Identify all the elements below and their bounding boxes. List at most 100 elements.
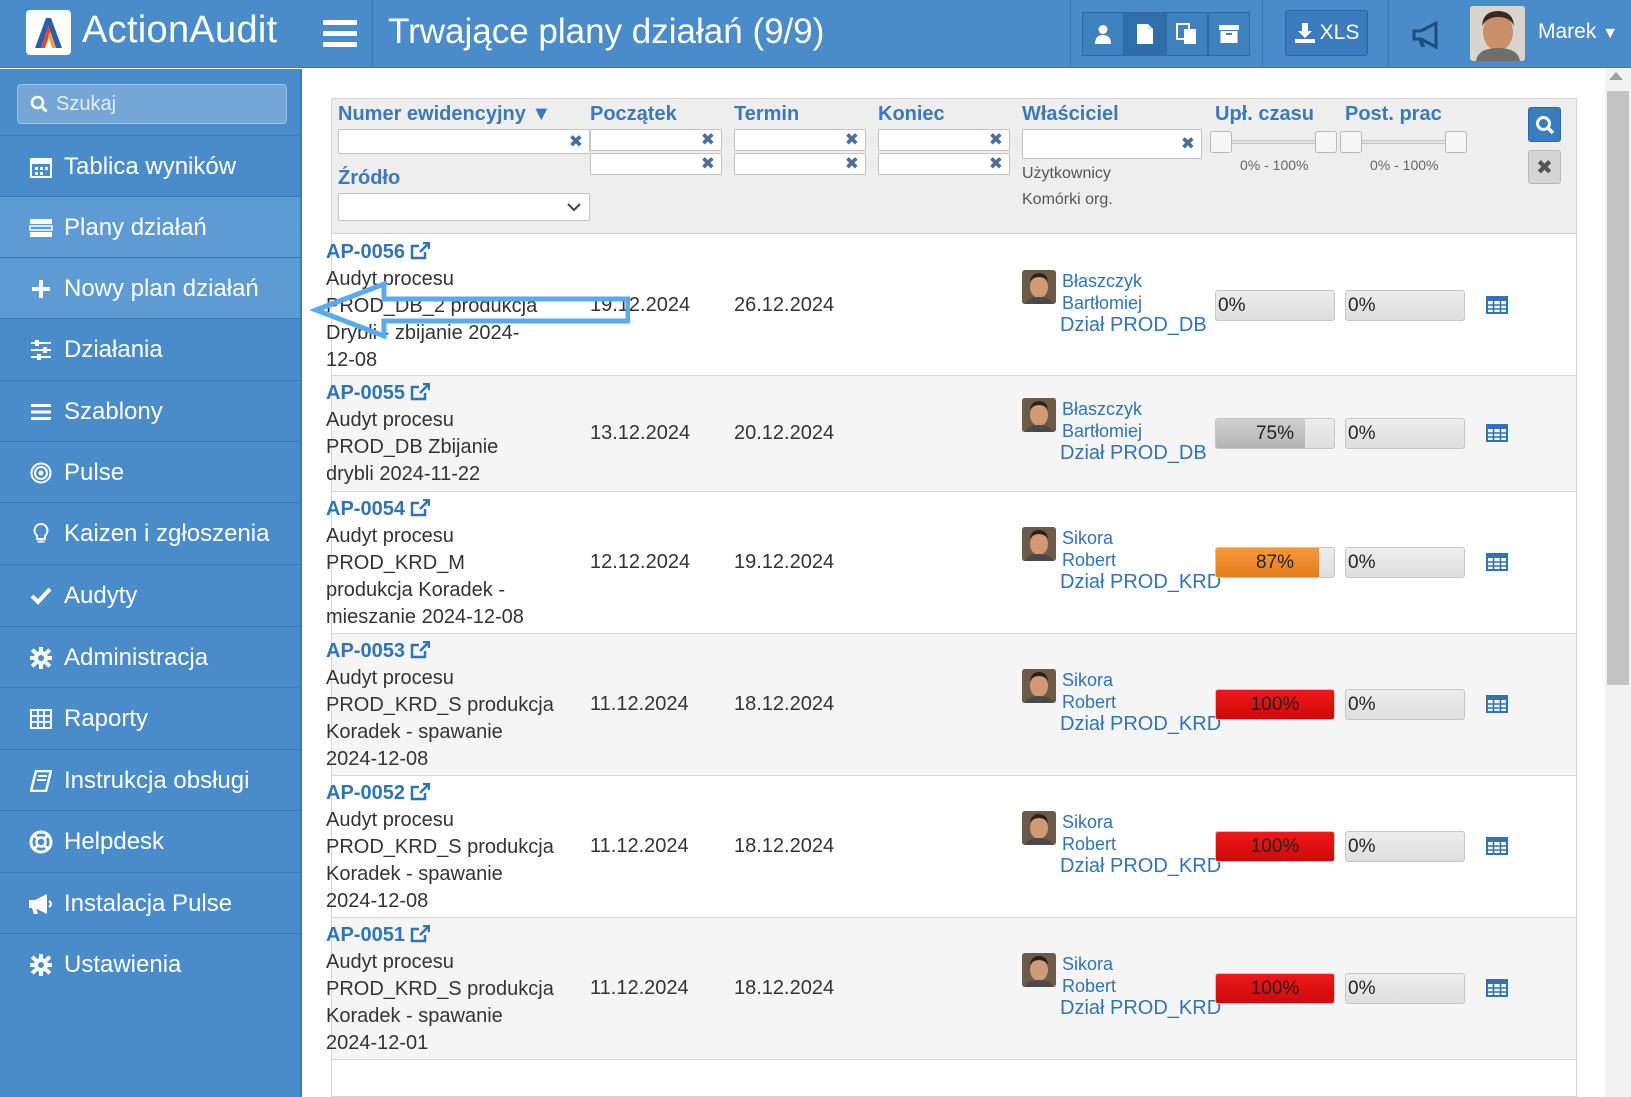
archive-view-button[interactable] [1208,12,1250,56]
sidebar-item-działania[interactable]: Działania [0,318,300,380]
plan-id-link[interactable]: AP-0055 [326,380,586,407]
plan-id-link[interactable]: AP-0051 [326,922,586,949]
owner-firstname[interactable]: Bartłomiej [1062,421,1143,441]
owner-surname[interactable]: Błaszczyk [1062,271,1143,291]
plan-id[interactable]: AP-0053 [326,640,405,662]
user-filter-button[interactable] [1082,12,1124,56]
table-row[interactable]: AP-0052 Audyt procesu PROD_KRD_S produkcja… [326,776,1576,918]
table-row[interactable]: AP-0051 Audyt procesu PROD_KRD_S produkcja… [326,918,1576,1060]
copy-view-button[interactable] [1166,12,1208,56]
user-avatar[interactable] [1470,6,1525,61]
elapsed-range-slider[interactable] [1210,131,1337,153]
sidebar-item-nowy-plan-działań[interactable]: Nowy plan działań [0,257,300,319]
department-link[interactable]: Dział PROD_KRD [1060,855,1222,877]
table-icon[interactable] [1486,553,1508,571]
owner-surname[interactable]: Sikora [1062,528,1114,548]
filter-owner-input[interactable]: ✖ [1022,129,1202,159]
plan-id-link[interactable]: AP-0056 [326,239,586,266]
apply-filters-button[interactable] [1528,107,1561,142]
sidebar-item-helpdesk[interactable]: Helpdesk [0,810,300,872]
table-icon[interactable] [1486,837,1508,855]
export-xls-button[interactable]: XLS [1285,10,1368,56]
filter-source-select[interactable] [338,193,590,221]
column-header-end[interactable]: Koniec [878,103,945,125]
owner-filter-users-option[interactable]: Użytkownicy [1022,165,1111,182]
plan-id-link[interactable]: AP-0053 [326,638,586,665]
filter-term-to[interactable]: ✖ [734,153,866,175]
table-row[interactable]: AP-0055 Audyt procesu PROD_DB Zbijanie dryb… [326,376,1576,492]
filter-end-from[interactable]: ✖ [878,129,1010,151]
plan-id[interactable]: AP-0052 [326,782,405,804]
clear-filter-icon[interactable]: ✖ [844,130,859,150]
department-link[interactable]: Dział PROD_KRD [1060,571,1222,593]
plan-id[interactable]: AP-0056 [326,241,405,263]
sidebar-item-ustawienia[interactable]: Ustawienia [0,933,300,995]
plan-id-link[interactable]: AP-0054 [326,496,586,523]
external-link-icon[interactable] [410,499,430,517]
clear-filter-icon[interactable]: ✖ [700,154,715,174]
sidebar-search-input[interactable]: Szukaj [17,84,287,124]
progress-range-slider[interactable] [1340,131,1467,153]
menu-toggle-icon[interactable] [323,20,357,47]
owner-firstname[interactable]: Robert [1062,550,1117,570]
owner-surname[interactable]: Błaszczyk [1062,399,1143,419]
sidebar-item-tablica-wyników[interactable]: Tablica wyników [0,135,300,197]
scrollbar-thumb[interactable] [1607,91,1629,685]
announcements-button[interactable] [1410,18,1446,52]
owner-surname[interactable]: Sikora [1062,954,1114,974]
table-icon[interactable] [1486,424,1508,442]
owner-firstname[interactable]: Robert [1062,834,1117,854]
column-header-start[interactable]: Początek [590,103,677,125]
clear-filter-icon[interactable]: ✖ [700,130,715,150]
sidebar-item-raporty[interactable]: Raporty [0,687,300,749]
clear-filter-icon[interactable]: ✖ [1180,134,1195,154]
plan-id-link[interactable]: AP-0052 [326,780,586,807]
clear-filter-icon[interactable]: ✖ [988,154,1003,174]
app-logo[interactable] [26,10,71,55]
external-link-icon[interactable] [410,925,430,943]
sidebar-item-instrukcja-obsługi[interactable]: Instrukcja obsługi [0,749,300,811]
sidebar-item-audyty[interactable]: Audyty [0,564,300,626]
filter-end-to[interactable]: ✖ [878,153,1010,175]
plan-id[interactable]: AP-0055 [326,382,405,404]
owner-firstname[interactable]: Robert [1062,692,1117,712]
scroll-up-arrow[interactable] [1609,72,1623,80]
filter-start-from[interactable]: ✖ [590,129,722,151]
user-menu[interactable]: Marek ▼ [1538,20,1618,44]
external-link-icon[interactable] [410,641,430,659]
sidebar-item-plany-działań[interactable]: Plany działań [0,196,300,258]
column-header-progress[interactable]: Post. prac [1345,103,1442,125]
filter-number-input[interactable]: ✖ [338,129,590,154]
table-icon[interactable] [1486,695,1508,713]
table-row[interactable]: AP-0056 Audyt procesu PROD_DB_2 produkcja D… [326,235,1576,376]
sidebar-item-kaizen-i-zgłoszenia[interactable]: Kaizen i zgłoszenia [0,502,300,564]
clear-filter-icon[interactable]: ✖ [844,154,859,174]
department-link[interactable]: Dział PROD_KRD [1060,713,1222,735]
table-row[interactable]: AP-0054 Audyt procesu PROD_KRD_M produkcja … [326,492,1576,634]
owner-surname[interactable]: Sikora [1062,670,1114,690]
clear-filter-icon[interactable]: ✖ [568,132,583,152]
owner-firstname[interactable]: Bartłomiej [1062,293,1143,313]
sidebar-item-szablony[interactable]: Szablony [0,380,300,442]
owner-surname[interactable]: Sikora [1062,812,1114,832]
owner-filter-units-option[interactable]: Komórki org. [1022,191,1113,208]
sidebar-item-pulse[interactable]: Pulse [0,441,300,503]
plan-id[interactable]: AP-0051 [326,924,405,946]
department-link[interactable]: Dział PROD_DB [1060,314,1207,336]
column-header-owner[interactable]: Właściciel [1022,103,1119,125]
external-link-icon[interactable] [410,783,430,801]
table-icon[interactable] [1486,979,1508,997]
department-link[interactable]: Dział PROD_KRD [1060,997,1222,1019]
column-header-number[interactable]: Numer ewidencyjny ▼ [338,103,552,125]
plan-id[interactable]: AP-0054 [326,498,405,520]
clear-filters-button[interactable]: ✖ [1528,150,1561,184]
filter-term-from[interactable]: ✖ [734,129,866,151]
document-view-button[interactable] [1124,12,1166,56]
external-link-icon[interactable] [410,383,430,401]
external-link-icon[interactable] [410,242,430,260]
sidebar-item-administracja[interactable]: Administracja [0,626,300,688]
column-header-term[interactable]: Termin [734,103,800,125]
department-link[interactable]: Dział PROD_DB [1060,442,1207,464]
clear-filter-icon[interactable]: ✖ [988,130,1003,150]
column-header-elapsed[interactable]: Upł. czasu [1215,103,1314,125]
